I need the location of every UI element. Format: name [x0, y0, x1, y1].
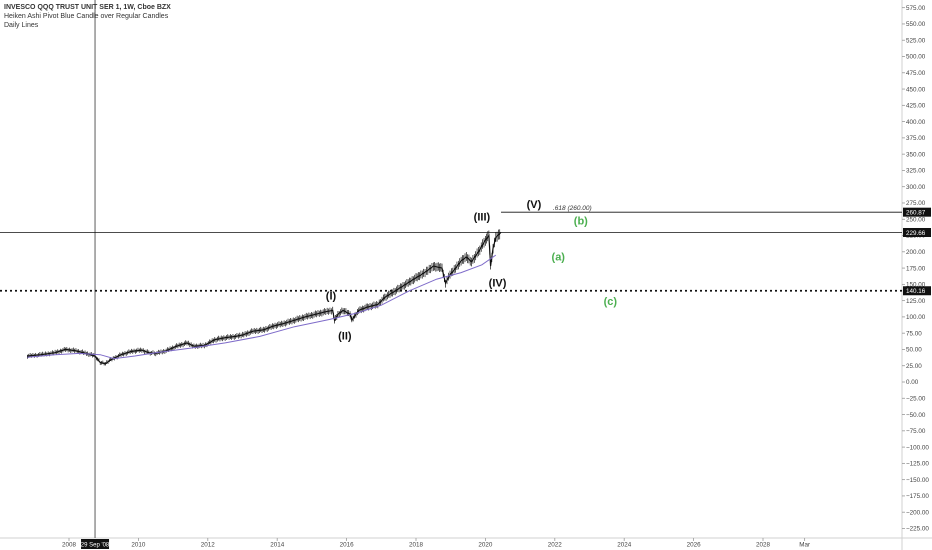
price-badge-label: 260.87 — [906, 209, 926, 216]
wave-label[interactable]: (V) — [527, 199, 542, 211]
y-tick-label: 375.00 — [906, 135, 926, 142]
x-tick-label: 2016 — [340, 542, 355, 549]
price-badge — [903, 227, 931, 237]
y-tick-label: 125.00 — [906, 298, 926, 305]
time-axis[interactable]: 2008 2010 2012 2014 2016 2018 2020 2022 2024 2026… — [62, 538, 810, 549]
y-tick-label: 350.00 — [906, 151, 926, 158]
y-tick-label: 100.00 — [906, 314, 926, 321]
price-badges: 260.87 229.66 140.16 — [903, 207, 931, 296]
y-tick-label: 575.00 — [906, 5, 926, 12]
wave-label[interactable]: (III) — [474, 212, 491, 224]
x-tick-label: 2024 — [617, 542, 632, 549]
y-tick-label: 275.00 — [906, 200, 926, 207]
wave-label[interactable]: (II) — [338, 331, 352, 343]
y-tick-label: −225.00 — [906, 526, 929, 533]
x-tick-label: 2022 — [548, 542, 563, 549]
y-tick-label: 325.00 — [906, 168, 926, 175]
x-tick-label: 2014 — [270, 542, 285, 549]
y-tick-label: 450.00 — [906, 86, 926, 93]
y-tick-label: −75.00 — [906, 428, 926, 435]
wave-label[interactable]: (I) — [326, 290, 337, 302]
y-tick-label: 150.00 — [906, 282, 926, 289]
x-tick-label: 2028 — [756, 542, 771, 549]
y-tick-label: 75.00 — [906, 330, 922, 337]
y-tick-label: 300.00 — [906, 184, 926, 191]
price-badge — [903, 207, 931, 217]
price-badge-label: 140.16 — [906, 288, 926, 295]
y-tick-label: −25.00 — [906, 395, 926, 402]
y-tick-label: 200.00 — [906, 249, 926, 256]
y-tick-label: −175.00 — [906, 493, 929, 500]
x-tick-label: 2010 — [131, 542, 146, 549]
wave-label[interactable]: (a) — [552, 251, 566, 263]
wave-label[interactable]: (c) — [604, 296, 618, 308]
price-badge — [903, 286, 931, 296]
y-tick-label: −100.00 — [906, 444, 929, 451]
wave-label[interactable]: (IV) — [489, 277, 507, 289]
symbol-title[interactable]: INVESCO QQQ TRUST UNIT SER 1, 1W, Cboe B… — [4, 4, 171, 11]
chart-legend: INVESCO QQQ TRUST UNIT SER 1, 1W, Cboe B… — [4, 3, 171, 30]
y-tick-label: −200.00 — [906, 509, 929, 516]
price-axis[interactable]: 575.00 550.00 525.00 500.00 475.00 450.00 425.… — [902, 5, 929, 533]
y-tick-label: 400.00 — [906, 119, 926, 126]
x-tick-label: 2018 — [409, 542, 424, 549]
y-tick-label: 175.00 — [906, 265, 926, 272]
crosshair-date-badge — [81, 539, 110, 549]
y-tick-label: −125.00 — [906, 461, 929, 468]
wave-labels: (I) (II) (III) (IV) (V) (a) (b) (c) — [326, 199, 618, 343]
x-tick-label: 2008 — [62, 542, 77, 549]
x-tick-label: 2026 — [687, 542, 702, 549]
y-tick-label: 500.00 — [906, 54, 926, 61]
y-tick-label: 425.00 — [906, 103, 926, 110]
series-layer — [27, 229, 502, 366]
x-tick-label: Mar — [799, 542, 810, 549]
y-tick-label: 525.00 — [906, 37, 926, 44]
y-tick-label: 25.00 — [906, 363, 922, 370]
wave-label[interactable]: (b) — [574, 215, 588, 227]
y-tick-label: −50.00 — [906, 412, 926, 419]
fib-618-label: .618 (260.00) — [553, 205, 592, 212]
study-heiken-ashi-label[interactable]: Heiken Ashi Pivot Blue Candle over Regul… — [4, 13, 169, 20]
y-tick-label: 0.00 — [906, 379, 919, 386]
crosshair-date-label: 29 Sep '08 — [81, 543, 110, 549]
y-tick-label: 550.00 — [906, 21, 926, 28]
y-tick-label: −150.00 — [906, 477, 929, 484]
price-badge-label: 229.66 — [906, 230, 926, 237]
y-tick-label: 250.00 — [906, 216, 926, 223]
horizontal-lines: .618 (260.00) — [0, 205, 902, 292]
x-tick-label: 2012 — [201, 542, 216, 549]
x-tick-label: 2020 — [478, 542, 493, 549]
y-tick-label: 475.00 — [906, 70, 926, 77]
study-daily-lines-label[interactable]: Daily Lines — [4, 22, 39, 29]
daily-line-series — [27, 254, 497, 360]
y-tick-label: 50.00 — [906, 347, 922, 354]
